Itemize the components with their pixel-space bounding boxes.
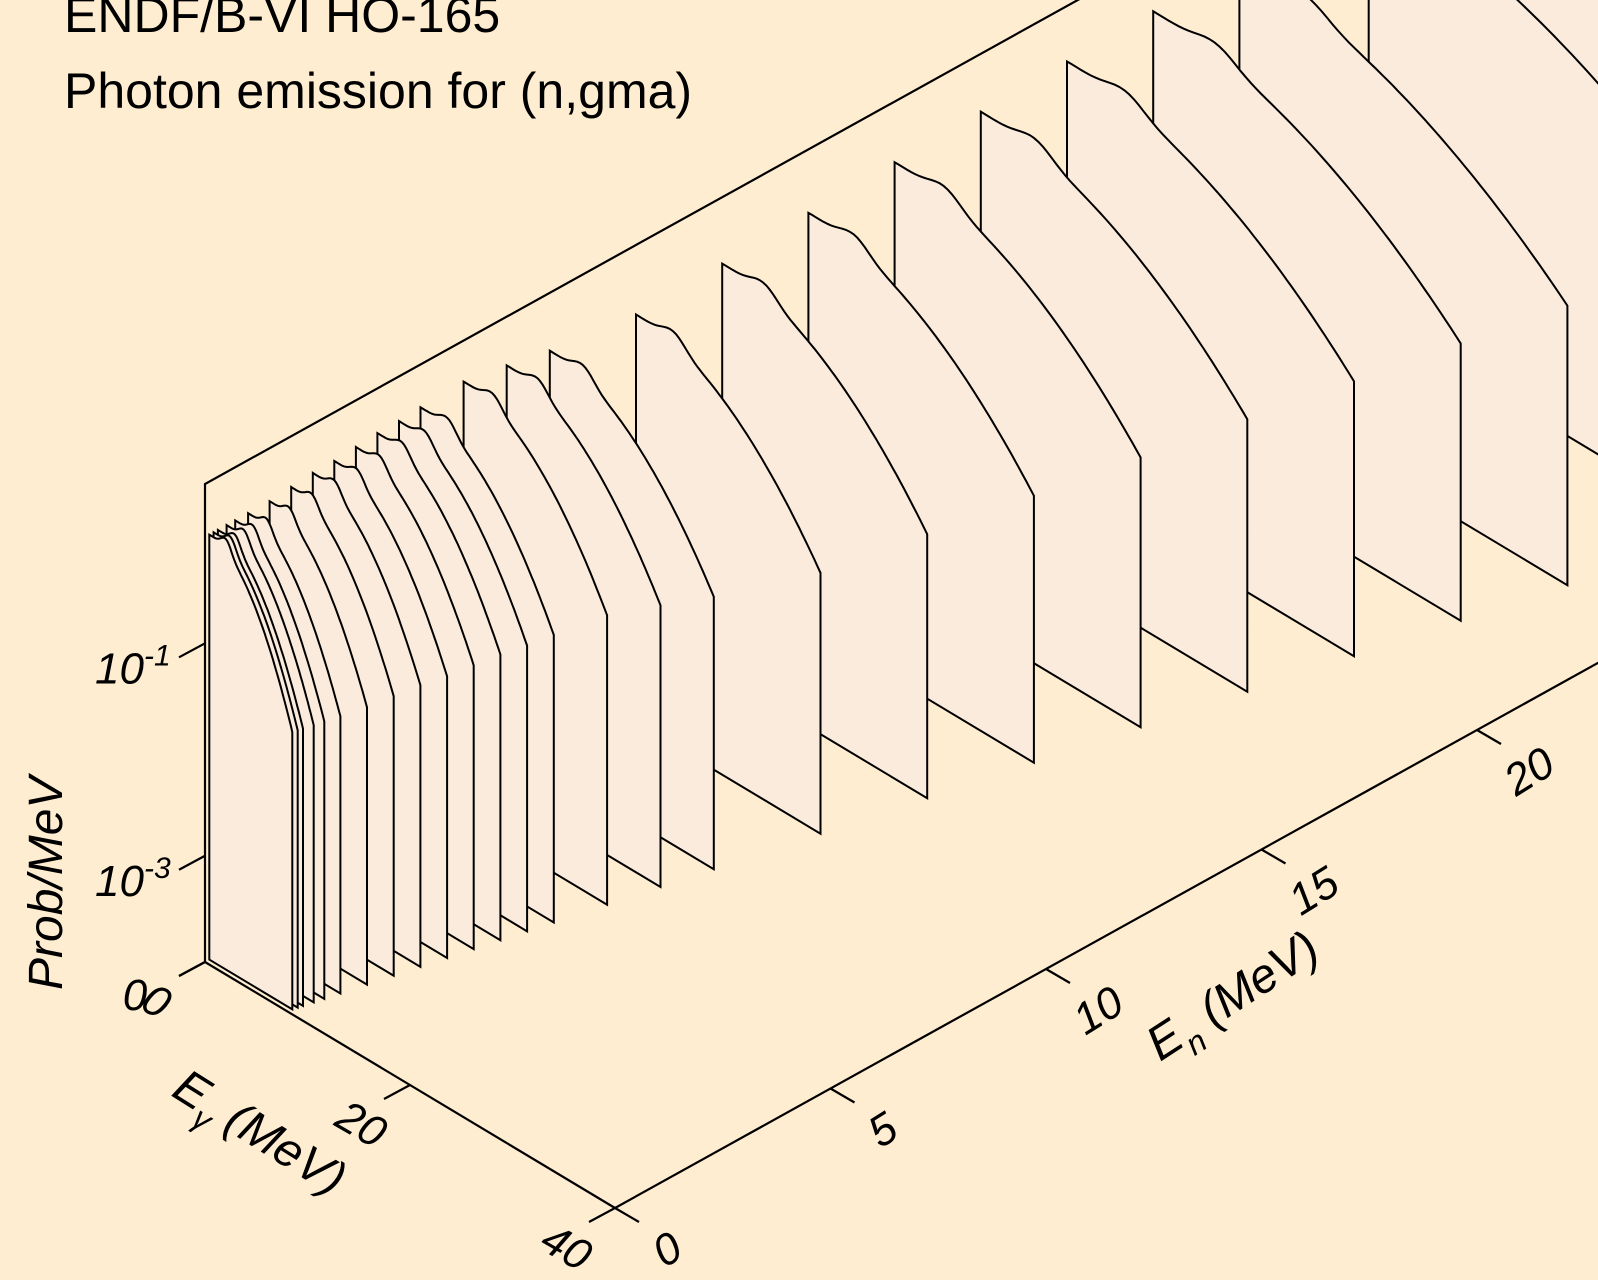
y-axis-label: Prob/MeV: [20, 773, 73, 990]
z-neutron-label-rest: (MeV): [1179, 921, 1329, 1044]
chart-subtitle: Photon emission for (n,gma): [64, 63, 693, 119]
z-neutron-tick: [1260, 848, 1287, 865]
x-gamma-tick-label: 20: [327, 1090, 395, 1158]
z-neutron-tick: [614, 1207, 640, 1223]
z-neutron-tick-label: 0: [644, 1222, 691, 1277]
z-neutron-tick-label: 20: [1495, 738, 1564, 806]
y-tick-label: 0: [123, 971, 148, 1020]
x-gamma-label: Eγ (MeV): [159, 1059, 355, 1214]
spectrum-curtain: [208, 532, 294, 1012]
z-neutron-tick-label: 5: [859, 1103, 906, 1158]
x-gamma-label-rest: (MeV): [205, 1085, 355, 1206]
y-axis: 0 10-3 10-1 Prob/MeV: [20, 639, 206, 1020]
y-tick-label-exponent: -3: [144, 852, 171, 885]
y-tick-label: 10-3: [95, 852, 171, 906]
x-gamma-tick-label: 40: [533, 1214, 600, 1280]
spectra-group: [208, 0, 1598, 1012]
y-tick-label: 10-1: [95, 639, 171, 693]
y-tick-label-exponent: -1: [144, 639, 171, 672]
x-gamma-tick: [588, 1207, 616, 1223]
chart-title: ENDF/B-VI HO-165: [64, 0, 501, 43]
z-neutron-tick: [1045, 968, 1071, 984]
y-tick: [178, 642, 206, 659]
z-neutron-tick: [829, 1087, 856, 1104]
z-neutron-tick-label: 10: [1065, 977, 1133, 1045]
x-gamma-tick: [383, 1084, 411, 1100]
z-neutron-tick-label: 15: [1280, 857, 1348, 925]
z-neutron-tick: [1476, 729, 1502, 745]
x-gamma-tick: [178, 961, 206, 977]
z-neutron-label: En (MeV): [1137, 921, 1334, 1079]
y-tick: [178, 854, 206, 871]
